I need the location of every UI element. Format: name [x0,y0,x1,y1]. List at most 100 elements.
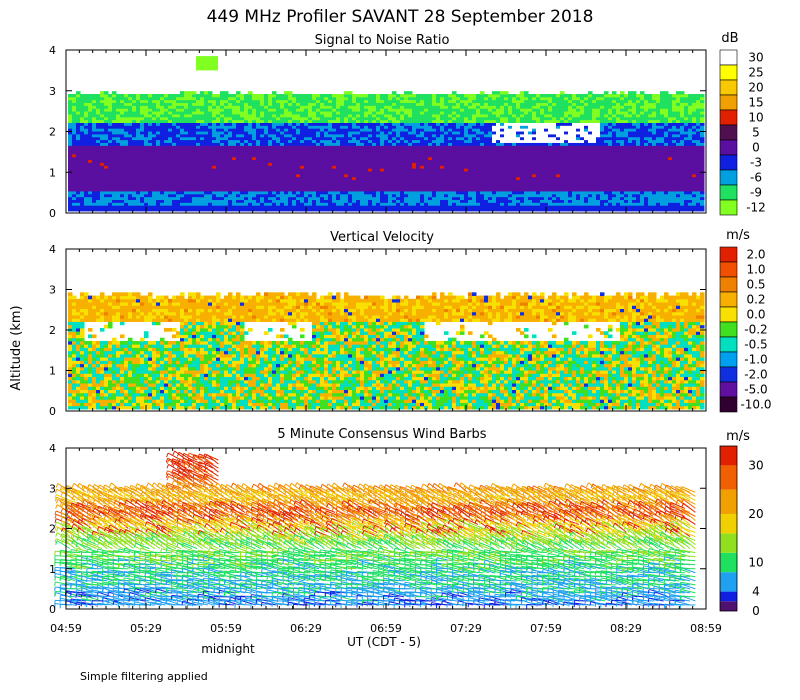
snr-cell [96,162,101,166]
snr-cell [456,119,461,123]
snr-cell [536,188,541,192]
snr-cell [408,94,413,98]
snr-cell [172,111,177,115]
snr-cell [236,193,241,198]
snr-cell [400,202,405,206]
snr-cell [152,119,157,123]
snr-cell [192,111,197,115]
snr-cell [68,151,73,155]
snr-cell [280,102,285,106]
snr-cell [468,128,473,132]
snr-cell [320,133,325,138]
snr-cell [504,99,509,104]
snr-cell [108,205,113,209]
snr-cell [476,153,481,158]
snr-cell [244,208,249,212]
snr-cell [268,136,273,141]
snr-cell [236,171,241,175]
snr-cell [268,156,273,161]
snr-cell [532,139,537,143]
snr-cell [212,190,217,195]
snr-cell [468,151,473,155]
snr-cell [384,185,389,189]
snr-cell [532,176,537,181]
snr-cell [504,96,509,101]
snr-cell [132,190,137,195]
snr-cell [416,165,421,169]
snr-cell [284,91,289,95]
snr-cell [180,208,185,212]
snr-cell [120,148,125,152]
snr-cell [364,142,369,146]
snr-cell [396,168,401,172]
snr-cell [452,96,457,101]
snr-cell [488,156,493,161]
snr-cell [388,176,393,181]
snr-cell [76,122,81,126]
snr-cell [408,199,413,203]
snr-cell [408,185,413,189]
snr-cell [384,111,389,115]
snr-cell [136,199,141,203]
snr-cell [392,139,397,143]
snr-cell [252,156,257,161]
snr-cell [420,159,425,163]
snr-cell [276,190,281,195]
snr-cell [72,122,77,126]
snr-cell [312,113,317,118]
snr-cell [436,119,441,123]
snr-cell [76,105,81,109]
snr-cell [212,119,217,123]
snr-cell [312,111,317,115]
snr-cell [228,102,233,106]
snr-cell [232,119,237,123]
snr-cell [544,131,549,135]
snr-cell [468,196,473,200]
snr-cell [500,113,505,118]
snr-cell [264,133,269,138]
snr-cell [528,176,533,181]
snr-cell [440,165,445,169]
snr-cell [196,96,201,101]
snr-cell [312,139,317,143]
snr-cell [500,196,505,200]
snr-cell [524,193,529,198]
snr-cell [484,173,489,178]
snr-cell [100,145,105,149]
snr-cell [252,205,257,209]
snr-cell [244,102,249,106]
snr-cell [272,179,277,183]
snr-cell [436,202,441,206]
snr-cell [100,199,105,203]
snr-cell [152,173,157,178]
snr-cell [432,148,437,152]
snr-cell [512,182,517,186]
snr-cell [252,108,257,112]
snr-cell [360,179,365,183]
snr-cell [244,179,249,183]
snr-cell [268,122,273,126]
snr-cell [284,156,289,161]
snr-cell [272,205,277,209]
snr-cell [220,148,225,152]
snr-cell [364,202,369,206]
snr-cell [260,199,265,203]
snr-cell [452,99,457,104]
snr-cell [364,176,369,181]
snr-cell [92,139,97,143]
snr-cell [136,173,141,178]
snr-cell [108,196,113,200]
snr-cell [456,159,461,163]
snr-cell [520,96,525,101]
snr-cell [256,148,261,152]
snr-cell [156,111,161,115]
snr-cell [144,133,149,138]
snr-cell [164,151,169,155]
snr-cell [296,133,301,138]
snr-cell [512,96,517,101]
snr-cell [212,113,217,118]
snr-cell [156,190,161,195]
snr-cell [252,173,257,178]
snr-cell [212,139,217,143]
snr-cell [512,202,517,206]
